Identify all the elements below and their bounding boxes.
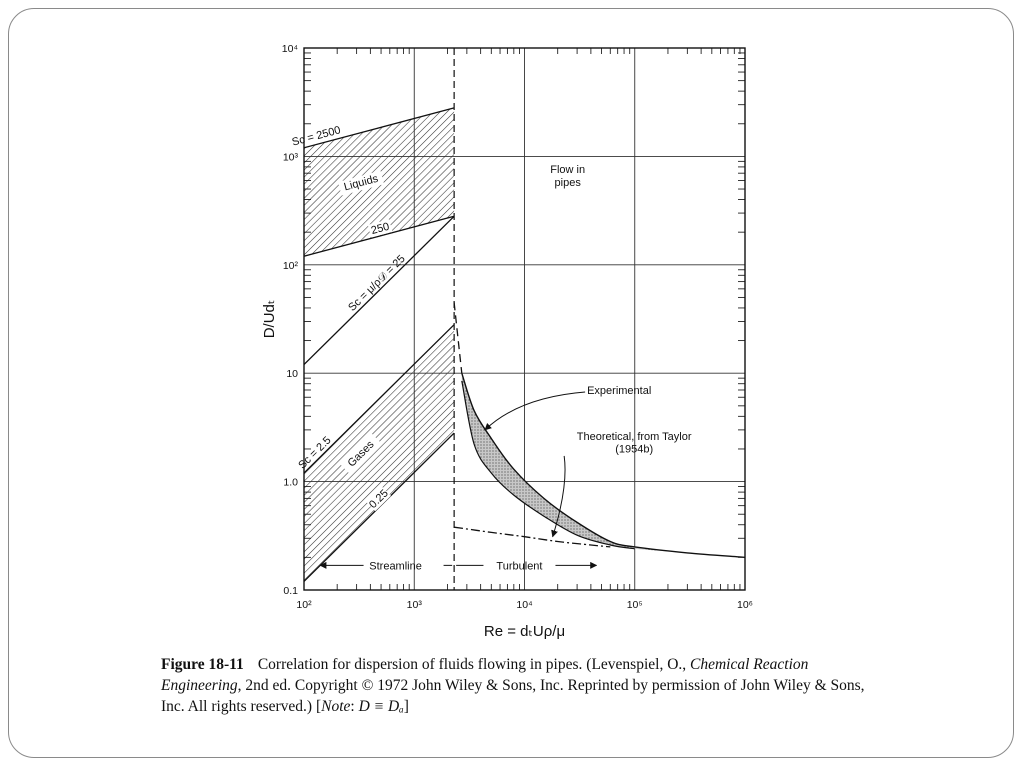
- y-tick-label: 0.1: [283, 585, 298, 597]
- y-tick-label: 10: [286, 368, 298, 380]
- band-gases: [304, 324, 455, 582]
- annotation-theoretical: Theoretical, from Taylor (1954b): [577, 431, 692, 456]
- theoretical-line: [454, 526, 611, 548]
- theoretical-arrow: [551, 455, 566, 538]
- x-tick-label: 10³: [407, 599, 423, 611]
- band-upper-line: [304, 324, 455, 474]
- experimental-arrow: [484, 391, 586, 431]
- dispersion-chart: 10² 10³ 10⁴ 10⁵ 10⁶ 0.1 1.0 10 10² 10³ 10⁴ Re = dₜU…: [261, 43, 753, 640]
- figure-number: Figure 18-11: [161, 656, 244, 673]
- caption-book-title: Chemical Reaction Engineering: [161, 656, 809, 694]
- y-tick-label: 1.0: [283, 477, 298, 489]
- caption-text-2: , 2nd ed. Copyright © 1972 John Wiley & …: [161, 677, 865, 715]
- annotation-flow-in-pipes: Flow in pipes: [550, 164, 585, 189]
- experimental-band: [461, 373, 688, 553]
- figure-caption: Figure 18-11 Correlation for dispersion o…: [161, 654, 881, 717]
- annotation-streamline: Streamline: [369, 560, 422, 572]
- experimental-upper-line: [461, 372, 745, 559]
- x-tick-label: 10⁶: [737, 599, 753, 611]
- x-tick-label: 10⁵: [627, 599, 643, 611]
- caption-text-3: :: [350, 698, 359, 715]
- y-tick-label: 10²: [283, 260, 299, 272]
- annotation-experimental: Experimental: [587, 385, 651, 397]
- caption-note-formula: D ≡ Dₐ: [358, 698, 404, 715]
- band-lower-label-bg: [366, 486, 391, 512]
- band-name-bg: [338, 170, 385, 196]
- band-upper-line: [304, 107, 455, 149]
- caption-note-label: Note: [321, 698, 351, 715]
- sc-line: [304, 215, 455, 366]
- band-name-bg: [340, 433, 382, 475]
- y-axis-label: D/Udₜ: [261, 300, 278, 339]
- y-tick-label: 10⁴: [282, 43, 298, 55]
- annotation-turbulent: Turbulent: [496, 560, 542, 572]
- sc-line-label: Sc = μ/ρ𝒟 = 25: [346, 253, 407, 314]
- slide-frame: [8, 8, 1014, 758]
- x-axis-label: Re = dₜUρ/μ: [484, 623, 565, 640]
- caption-text-1: Correlation for dispersion of fluids flo…: [257, 656, 691, 673]
- band-lower-label-bg: [367, 219, 393, 238]
- experimental-lower-line: [461, 380, 635, 550]
- caption-text-4: ]: [403, 698, 409, 715]
- plot-frame: [303, 47, 746, 591]
- band-lower-label: 250: [370, 221, 391, 237]
- x-tick-label: 10⁴: [516, 599, 532, 611]
- y-tick-label: 10³: [283, 151, 299, 163]
- experimental-upper-dashed: [453, 302, 463, 374]
- band-lower-line: [304, 215, 455, 257]
- x-tick-label: 10²: [296, 599, 312, 611]
